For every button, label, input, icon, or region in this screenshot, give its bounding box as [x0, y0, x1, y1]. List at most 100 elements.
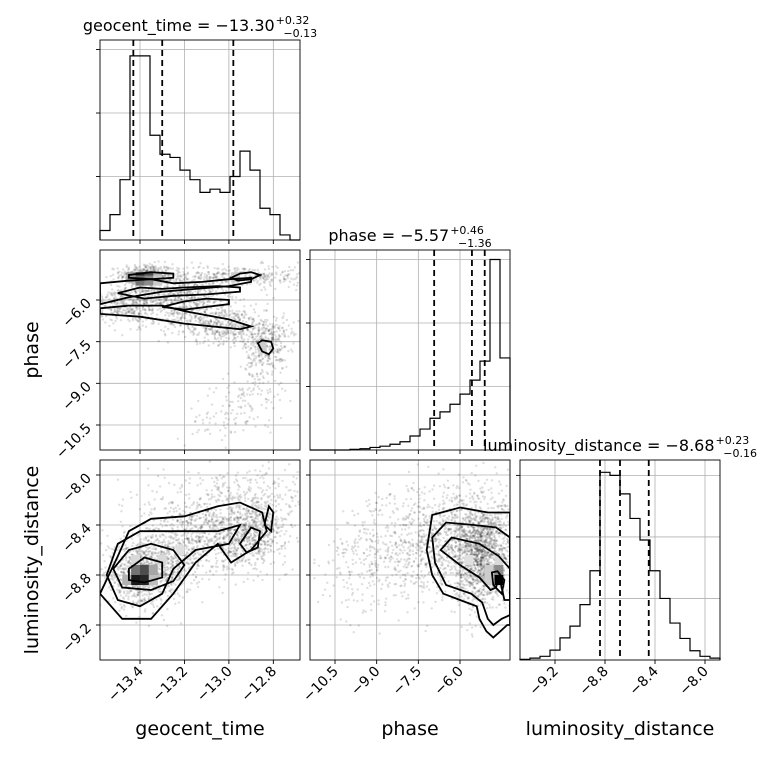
scatter-point	[200, 524, 204, 527]
scatter-point	[182, 277, 185, 281]
scatter-point	[233, 547, 236, 550]
scatter-point	[247, 558, 250, 561]
scatter-point	[166, 268, 169, 271]
scatter-point	[228, 497, 232, 500]
scatter-point	[135, 302, 138, 305]
scatter-point	[138, 312, 141, 315]
scatter-point	[181, 521, 185, 524]
scatter-point	[187, 562, 190, 565]
scatter-point	[109, 291, 113, 295]
scatter-point	[204, 513, 207, 517]
scatter-point	[296, 540, 300, 543]
scatter-point	[242, 344, 246, 348]
scatter-point	[251, 336, 254, 339]
scatter-point	[263, 492, 267, 496]
scatter-point	[289, 269, 293, 272]
scatter-point	[145, 546, 148, 549]
scatter-point	[217, 270, 220, 274]
scatter-point	[265, 398, 268, 401]
scatter-point	[150, 536, 153, 539]
scatter-point	[285, 530, 288, 533]
scatter-point	[255, 373, 259, 376]
scatter-point	[181, 316, 184, 319]
scatter-point	[221, 268, 224, 271]
scatter-point	[146, 264, 149, 267]
scatter-point	[128, 550, 131, 554]
scatter-point	[100, 300, 103, 303]
scatter-point	[279, 344, 283, 348]
scatter-point	[292, 283, 296, 286]
scatter-point	[208, 503, 211, 506]
scatter-point	[165, 311, 168, 314]
scatter-point	[92, 592, 94, 594]
scatter-point	[147, 539, 151, 542]
scatter-point	[278, 493, 282, 497]
scatter-point	[130, 589, 133, 592]
scatter-point	[168, 590, 172, 593]
scatter-point	[253, 279, 256, 282]
scatter-point	[193, 514, 196, 517]
scatter-point	[197, 428, 200, 432]
scatter-point	[249, 515, 253, 519]
scatter-point	[215, 322, 218, 325]
scatter-point	[162, 308, 166, 311]
scatter-point	[278, 534, 282, 538]
scatter-point	[122, 299, 125, 303]
scatter-point	[222, 540, 226, 544]
scatter-point	[251, 521, 255, 525]
scatter-point	[239, 317, 242, 320]
scatter-point	[151, 265, 155, 268]
scatter-point	[148, 593, 151, 596]
title-main: phase = −5.57	[328, 226, 449, 245]
scatter-point	[227, 489, 230, 492]
scatter-point	[197, 303, 201, 306]
scatter-point	[269, 390, 272, 393]
scatter-point	[229, 516, 232, 519]
scatter-point	[157, 268, 160, 272]
scatter-point	[171, 560, 174, 564]
scatter-point	[264, 547, 267, 551]
scatter-point	[239, 505, 242, 508]
scatter-point	[254, 351, 257, 354]
scatter-point	[270, 274, 273, 277]
scatter-point	[253, 494, 257, 497]
scatter-point	[176, 275, 179, 278]
scatter-point	[194, 315, 198, 318]
scatter-point	[221, 404, 224, 408]
scatter-point	[136, 593, 140, 597]
scatter-point	[249, 405, 252, 408]
scatter-point	[147, 546, 150, 550]
scatter-point	[116, 301, 119, 304]
scatter-point	[252, 387, 255, 390]
scatter-point	[155, 313, 159, 316]
scatter-point	[265, 320, 268, 324]
scatter-point	[153, 545, 156, 548]
scatter-point	[281, 358, 284, 361]
scatter-point	[237, 316, 241, 319]
scatter-point	[234, 422, 237, 426]
scatter-point	[175, 311, 178, 314]
scatter-point	[253, 567, 257, 570]
scatter-point	[254, 517, 258, 520]
scatter-point	[204, 327, 208, 331]
scatter-point	[201, 322, 204, 325]
scatter-point	[214, 312, 218, 315]
scatter-point	[215, 307, 219, 311]
scatter-point	[270, 280, 273, 283]
scatter-point	[236, 547, 240, 550]
scatter-point	[225, 518, 228, 521]
scatter-point	[142, 307, 145, 310]
scatter-point	[275, 531, 278, 535]
scatter-point	[208, 525, 211, 529]
scatter-point	[149, 266, 152, 270]
scatter-point	[160, 551, 163, 554]
scatter-point	[244, 560, 247, 563]
scatter-point	[215, 519, 218, 522]
scatter-point	[169, 299, 173, 302]
scatter-point	[182, 303, 186, 306]
scatter-point	[296, 261, 300, 264]
scatter-point	[124, 276, 127, 279]
scatter-point	[236, 519, 239, 522]
scatter-point	[257, 329, 260, 333]
scatter-point	[228, 512, 231, 516]
